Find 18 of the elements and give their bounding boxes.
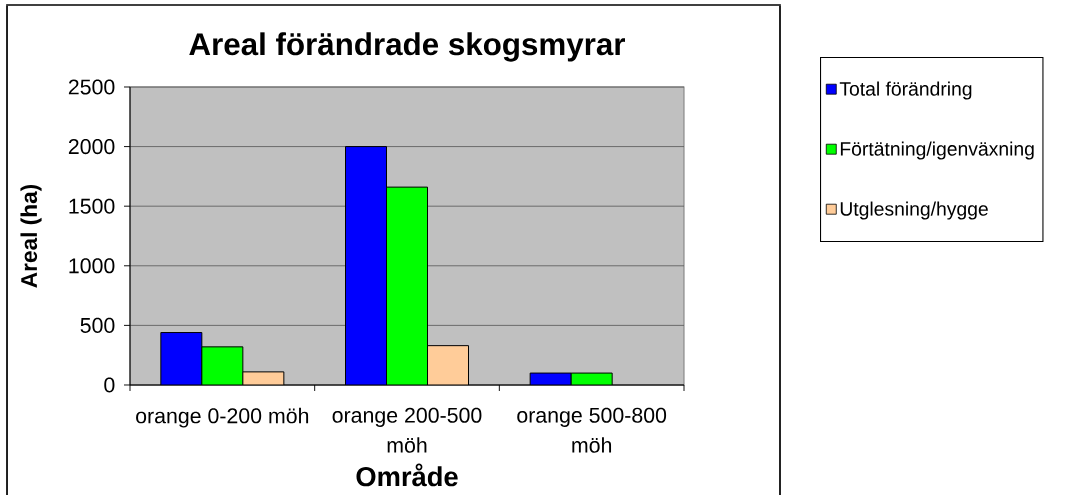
y-tick-label: 2500 (68, 79, 115, 95)
y-tick-label: 2000 (68, 139, 115, 155)
x-tick-label: orange 500-800 möh (517, 407, 667, 453)
legend-label: Förtätning/igenväxning (840, 141, 1034, 160)
x-tick-label: orange 200-500 möh (332, 407, 482, 453)
bar (427, 345, 469, 385)
bar (160, 332, 202, 385)
chart-title: Areal förändrade skogsmyrar (189, 32, 626, 62)
bar (345, 146, 387, 385)
x-axis-title: Område (356, 463, 458, 487)
y-tick-label: 500 (80, 317, 115, 333)
x-tick-label: orange 0-200 möh (136, 407, 309, 428)
y-tick-label: 1000 (69, 258, 115, 274)
y-tick-label: 1500 (69, 198, 115, 214)
y-axis-title: Areal (ha) (20, 184, 42, 288)
y-tick-label: 0 (104, 377, 115, 393)
legend-label: Total förändring (839, 81, 972, 100)
legend-label: Utglesning/hygge (840, 201, 988, 220)
